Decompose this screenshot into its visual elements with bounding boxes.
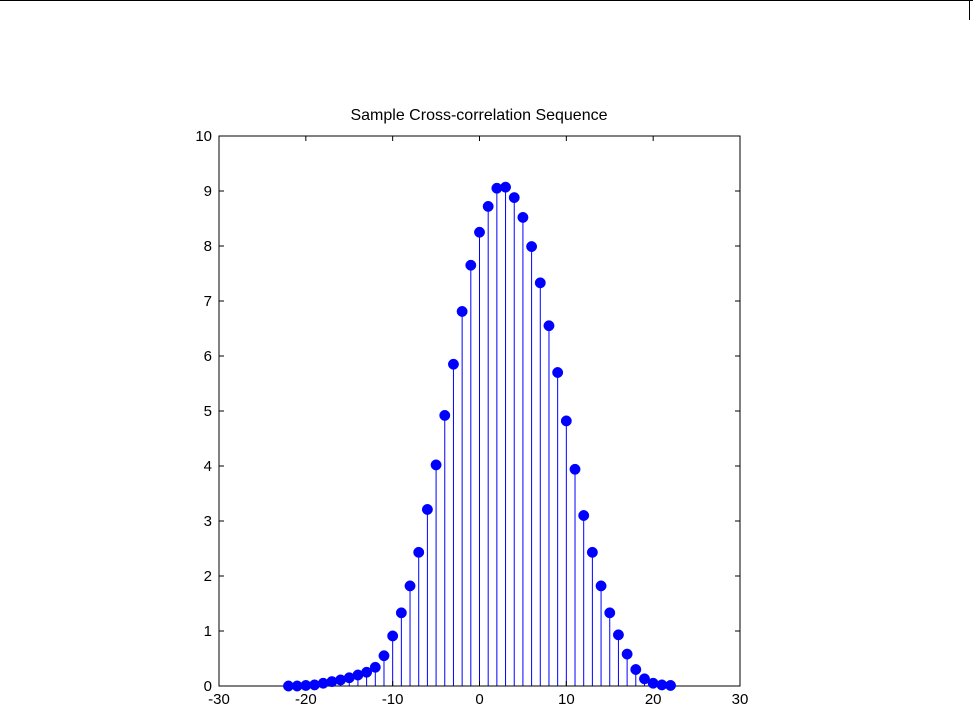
stem-marker: [430, 459, 442, 471]
ticks-layer: -30 -20 -10 0 10 20 30 0 1 2 3 4 5 6 7 8 9 10: [195, 128, 748, 708]
stem-marker: [569, 463, 581, 475]
stem-marker: [578, 510, 590, 521]
stem-marker: [395, 607, 407, 619]
stem-marker: [534, 277, 546, 289]
x-tick-label: -20: [295, 691, 317, 708]
y-tick-label: 0: [204, 678, 212, 695]
top-border-line: [0, 0, 973, 1]
stem-marker: [630, 664, 642, 675]
stem-marker: [612, 629, 624, 641]
stem-marker: [517, 211, 529, 223]
stem-marker: [361, 666, 373, 678]
stem-marker: [482, 200, 494, 212]
y-tick-label: 9: [204, 183, 212, 200]
top-right-edge-mark: [969, 0, 970, 20]
stem-marker: [456, 306, 468, 317]
y-tick-label: 2: [204, 568, 212, 585]
stem-marker: [586, 546, 598, 558]
y-tick-label: 8: [204, 238, 212, 255]
stem-marker: [439, 409, 451, 421]
markers-layer: [283, 181, 676, 692]
stem-marker: [560, 415, 572, 427]
x-tick-label: 20: [645, 691, 662, 708]
stem-marker: [500, 181, 511, 193]
y-tick-label: 1: [204, 623, 212, 640]
stem-marker: [621, 648, 633, 660]
stem-marker: [595, 580, 607, 592]
stem-marker: [387, 630, 399, 642]
x-tick-label: -10: [382, 691, 404, 708]
stem-marker: [665, 680, 676, 691]
y-tick-label: 3: [204, 513, 212, 530]
stem-marker: [508, 192, 520, 204]
stem-marker: [639, 673, 650, 685]
y-tick-label: 7: [204, 293, 212, 310]
y-tick-label: 5: [204, 403, 212, 420]
stem-marker: [604, 607, 616, 619]
stem-marker: [378, 650, 390, 662]
x-tick-label: -30: [208, 691, 230, 708]
stem-marker: [552, 367, 564, 378]
stem-marker: [465, 259, 477, 271]
stem-marker: [448, 358, 459, 370]
stem-marker: [421, 504, 433, 515]
chart-title: Sample Cross-correlation Sequence: [350, 107, 607, 124]
stem-marker: [413, 546, 425, 558]
stem-marker: [526, 241, 538, 253]
stems-layer: [305, 187, 672, 686]
y-tick-label: 6: [204, 348, 212, 365]
stem-marker: [543, 320, 555, 332]
stem-marker: [369, 661, 381, 673]
stem-marker: [474, 226, 485, 238]
stem-marker: [404, 580, 416, 592]
x-tick-label: 0: [475, 691, 483, 708]
y-tick-label: 4: [204, 458, 212, 475]
x-tick-label: 30: [732, 691, 749, 708]
x-tick-label: 10: [558, 691, 575, 708]
y-tick-label: 10: [195, 128, 212, 145]
